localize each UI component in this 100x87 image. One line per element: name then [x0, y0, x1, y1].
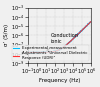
Adjustments "Universal Dielectric
Response (UDR)": [90, 21, 91, 22]
Line: Experimental measurement: Experimental measurement: [28, 22, 91, 53]
Experimental measurement: [79, 32, 80, 33]
Adjustments "Universal Dielectric
Response (UDR)": [27, 52, 28, 53]
Adjustments "Universal Dielectric
Response (UDR)": [89, 23, 90, 24]
Experimental measurement: [90, 22, 91, 23]
Experimental measurement: [89, 22, 90, 23]
Adjustments "Universal Dielectric
Response (UDR)": [57, 50, 59, 51]
Text: Conduction
ionic: Conduction ionic: [47, 33, 78, 50]
Adjustments "Universal Dielectric
Response (UDR)": [57, 50, 58, 51]
Legend: Experimental measurement, Adjustments "Universal Dielectric
Response (UDR)": Experimental measurement, Adjustments "U…: [12, 45, 89, 61]
Experimental measurement: [57, 50, 58, 51]
Experimental measurement: [65, 45, 66, 46]
Adjustments "Universal Dielectric
Response (UDR)": [61, 48, 62, 49]
Experimental measurement: [90, 21, 91, 22]
Experimental measurement: [58, 50, 59, 51]
Adjustments "Universal Dielectric
Response (UDR)": [79, 32, 80, 33]
Adjustments "Universal Dielectric
Response (UDR)": [65, 45, 66, 46]
Experimental measurement: [36, 53, 38, 54]
Experimental measurement: [61, 48, 63, 49]
Line: Adjustments "Universal Dielectric
Response (UDR)": Adjustments "Universal Dielectric Respon…: [28, 22, 91, 52]
X-axis label: Frequency (Hz): Frequency (Hz): [39, 78, 80, 83]
Experimental measurement: [27, 52, 28, 53]
Y-axis label: σ’ (S/m): σ’ (S/m): [4, 24, 9, 46]
